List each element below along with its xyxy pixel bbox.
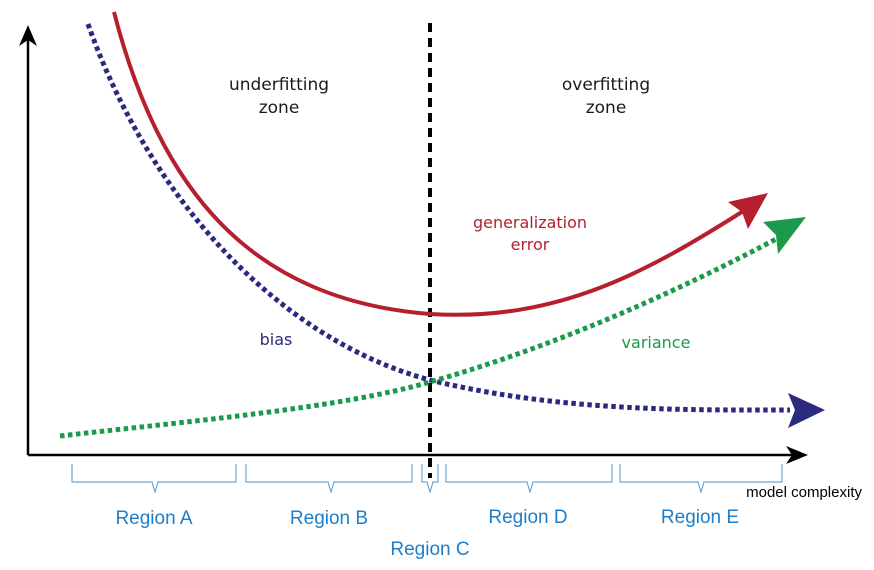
bias-arrowhead [788, 393, 825, 428]
generalization-error-arrowhead [728, 193, 768, 229]
region-b-label: Region B [290, 508, 368, 529]
brace-region-e [619, 464, 783, 495]
bias-curve [85, 23, 791, 413]
y-axis-arrowhead [19, 25, 37, 46]
brace-region-a [71, 464, 237, 495]
region-d-label: Region D [488, 507, 567, 528]
brace-region-b [245, 464, 413, 495]
region-c-label: Region C [390, 539, 469, 560]
variance-label: variance [622, 333, 691, 352]
generalization-error-label-line1: generalization [473, 213, 587, 232]
variance-curve [59, 235, 780, 439]
bias-label: bias [260, 330, 293, 349]
overfitting-zone-label-line2: zone [586, 98, 627, 118]
brace-region-c [421, 464, 439, 495]
generalization-error-label-line2: error [511, 235, 550, 254]
underfitting-zone-label-line1: underfitting [229, 75, 329, 95]
generalization-error-curve [112, 11, 747, 317]
region-a-label: Region A [115, 508, 192, 529]
x-axis-arrowhead [786, 446, 808, 464]
region-braces [71, 464, 783, 495]
x-axis-label: model complexity [746, 484, 862, 501]
overfitting-zone-label-line1: overfitting [562, 75, 650, 95]
underfitting-zone-label-line2: zone [259, 98, 300, 118]
brace-region-d [445, 464, 613, 495]
region-e-label: Region E [661, 507, 739, 528]
variance-arrowhead [763, 217, 806, 254]
